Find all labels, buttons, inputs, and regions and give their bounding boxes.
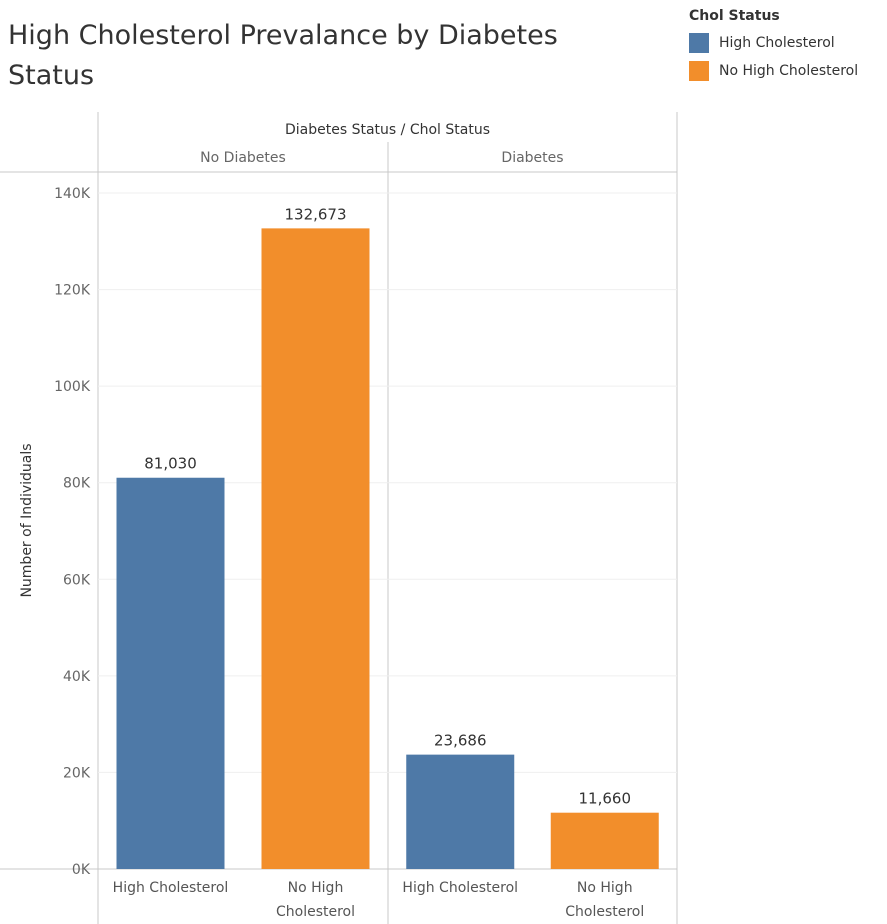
x-tick-label: High Cholesterol (113, 880, 229, 896)
panel-header: Diabetes (501, 150, 563, 166)
x-tick-label: Cholesterol (565, 904, 644, 920)
y-tick-label: 20K (63, 765, 91, 781)
data-label: 11,660 (579, 790, 632, 808)
y-tick-label: 120K (54, 283, 91, 299)
legend-label: High Cholesterol (719, 35, 835, 51)
legend-title: Chol Status (689, 8, 780, 24)
data-label: 132,673 (284, 205, 346, 223)
legend-item-no-high-cholesterol[interactable]: No High Cholesterol (689, 61, 858, 81)
y-tick-label: 40K (63, 669, 91, 685)
bar[interactable] (261, 228, 370, 870)
y-tick-label: 60K (63, 572, 91, 588)
y-axis-title: Number of Individuals (19, 443, 35, 597)
y-tick-label: 140K (54, 186, 91, 202)
data-label: 23,686 (434, 732, 487, 750)
y-tick-label: 100K (54, 379, 91, 395)
x-tick-label: Cholesterol (276, 904, 355, 920)
legend-swatch-no-high-cholesterol (689, 61, 709, 81)
bars (116, 228, 659, 870)
x-tick-label: High Cholesterol (402, 880, 518, 896)
panel-header: No Diabetes (200, 150, 286, 166)
y-tick-label: 80K (63, 476, 91, 492)
bar[interactable] (550, 812, 659, 869)
chart-title: High Cholesterol Prevalance by Diabetes … (8, 20, 558, 91)
bar[interactable] (406, 754, 515, 869)
legend-swatch-high-cholesterol (689, 33, 709, 53)
labels: Diabetes Status / Chol Status No Diabetes… (113, 122, 645, 920)
y-tick-label: 0K (72, 862, 91, 878)
x-tick-label: No High (577, 880, 633, 896)
y-axis: Number of Individuals 0K 20K 40K 60K 80K 100K 1… (19, 186, 91, 878)
legend: Chol Status High Cholesterol No High Cho… (689, 8, 858, 89)
bar[interactable] (116, 477, 225, 869)
legend-label: No High Cholesterol (719, 63, 859, 79)
x-tick-label: No High (288, 880, 344, 896)
column-header: Diabetes Status / Chol Status (285, 122, 490, 138)
legend-item-high-cholesterol[interactable]: High Cholesterol (689, 33, 858, 53)
data-label: 81,030 (144, 455, 197, 473)
